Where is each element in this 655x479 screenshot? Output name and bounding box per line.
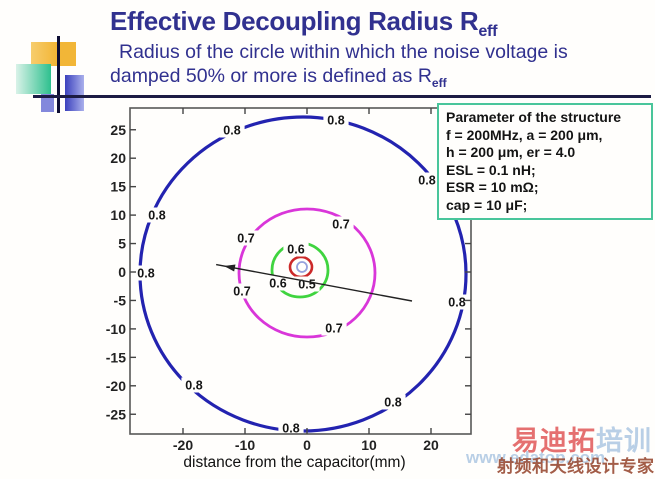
x-tick-label: 10 [361, 437, 377, 453]
contour-label: 0.8 [418, 174, 435, 188]
y-tick-label: -5 [114, 292, 127, 308]
decoration-vertical-line [57, 36, 60, 113]
y-tick-label: 10 [110, 207, 126, 223]
contour-label: 0.6 [269, 277, 286, 291]
contour-circle-0.5 [288, 255, 314, 279]
param-line: Parameter of the structure [446, 109, 622, 125]
contour-label-gap [229, 283, 255, 299]
x-tick-label: -20 [173, 437, 193, 453]
watermark-brand: 易迪拓培训 [512, 419, 652, 458]
decoration-blue-block [65, 75, 84, 111]
contour-label: 0.8 [282, 422, 299, 436]
contour-label: 0.8 [327, 114, 344, 128]
y-tick-label: -15 [106, 349, 126, 365]
x-tick-label: -10 [235, 437, 255, 453]
contour-label: 0.8 [448, 296, 465, 310]
contour-label: 0.7 [332, 218, 349, 232]
slide-title-subscript: eff [478, 22, 498, 41]
contour-label-gap [328, 216, 354, 232]
decoration-green-block [16, 64, 51, 94]
contour-label-gap [233, 230, 259, 246]
contour-label-gap [133, 265, 159, 281]
axes-box [129, 107, 472, 435]
contour-label-gap [144, 207, 170, 223]
title-divider-line [33, 95, 651, 98]
contour-label: 0.7 [233, 285, 250, 299]
contour-label-gap [181, 377, 207, 393]
x-axis-label: distance from the capacitor(mm) [183, 454, 405, 471]
contour-label-gap [219, 122, 245, 138]
y-tick-label: -10 [106, 321, 126, 337]
contour-label: 0.5 [298, 278, 315, 292]
watermark-tagline: 射频和天线设计专家 [497, 457, 655, 476]
watermark-url: www.edatop.com [466, 448, 606, 467]
param-line: ESL = 0.1 nH; [446, 161, 536, 178]
param-line: h = 200 μm, er = 4.0 [446, 144, 576, 161]
slide-subtitle: Radius of the circle within which the no… [110, 40, 568, 95]
contour-label-gap [444, 294, 470, 310]
contour-circle-0.4 [296, 261, 308, 273]
x-tick-label: 20 [423, 437, 439, 453]
contour-label-gap [278, 420, 304, 436]
contour-label: 0.8 [185, 379, 202, 393]
decoration-yellow-block [31, 42, 76, 66]
annotation-arrow-line [216, 263, 413, 302]
contour-label-gap [265, 275, 291, 291]
slide-title-text: Effective Decoupling Radius R [110, 6, 479, 36]
y-tick-label: 15 [110, 179, 126, 195]
contour-label: 0.8 [137, 267, 154, 281]
y-tick-label: 20 [110, 150, 126, 166]
contour-label: 0.7 [325, 322, 342, 336]
contour-circle-0.7 [237, 207, 377, 339]
subtitle-line-1: Radius of the circle within which the no… [119, 41, 568, 63]
parameter-box: Parameter of the structure f = 200MHz, a… [437, 103, 653, 220]
param-line: ESR = 10 mΩ; [446, 179, 539, 196]
param-line: f = 200MHz, a = 200 μm, [446, 126, 603, 143]
contour-label: 0.6 [287, 243, 304, 257]
decoration-blue-block-small [41, 94, 54, 112]
y-tick-label: -20 [106, 378, 126, 394]
watermark-brand-red: 易迪拓 [512, 426, 596, 456]
param-line: cap = 10 μF; [446, 196, 528, 213]
contour-label-gap [321, 320, 347, 336]
annotation-arrowhead [224, 264, 236, 272]
x-tick-label: 0 [303, 437, 311, 453]
contour-label: 0.8 [223, 124, 240, 138]
contour-label: 0.7 [237, 232, 254, 246]
y-tick-label: 5 [118, 236, 126, 252]
watermark-brand-blue: 培训 [596, 426, 652, 456]
y-tick-label: -25 [106, 406, 126, 422]
contour-label-gap [414, 172, 440, 188]
contour-label: 0.8 [384, 396, 401, 410]
contour-label-gap [283, 241, 309, 257]
contour-label-gap [323, 112, 349, 128]
contour-label-gap [380, 394, 406, 410]
subtitle-line-2: damped 50% or more is defined as Reff [110, 65, 447, 90]
contour-label: 0.8 [148, 209, 165, 223]
y-tick-label: 0 [118, 264, 126, 280]
subtitle-subscript: eff [431, 75, 447, 90]
slide-title: Effective Decoupling Radius Reff [110, 6, 497, 41]
y-tick-label: 25 [110, 122, 126, 138]
